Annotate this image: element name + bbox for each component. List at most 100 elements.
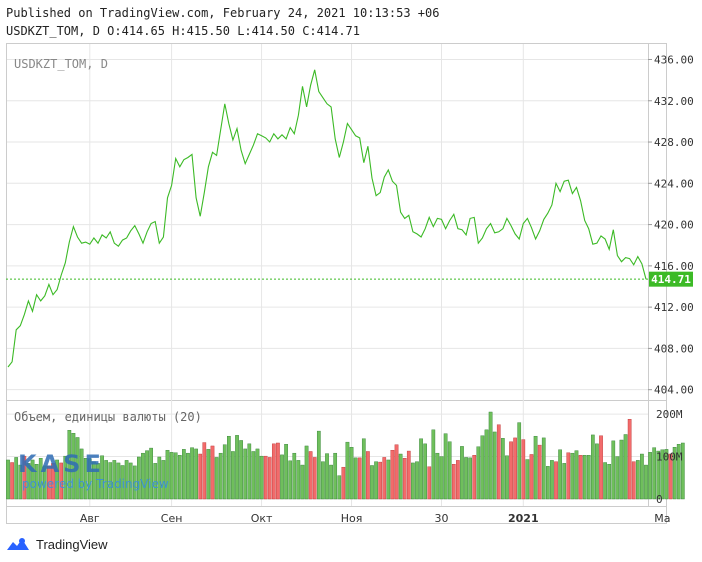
volume-bar: [398, 453, 403, 500]
volume-bar: [501, 438, 505, 500]
volume-bar: [476, 446, 481, 500]
y-tick-label: 428.00: [654, 136, 694, 149]
volume-bar: [165, 449, 170, 500]
volume-bar: [63, 455, 68, 500]
volume-bar: [55, 459, 59, 500]
volume-bar: [14, 457, 19, 500]
volume-bar: [447, 441, 452, 500]
volume-bar: [227, 435, 231, 500]
volume-bar: [18, 464, 23, 500]
volume-bar: [292, 452, 297, 500]
volume-bar: [296, 460, 301, 500]
volume-bar: [456, 460, 460, 500]
volume-bar: [120, 465, 125, 500]
volume-bar: [214, 457, 219, 500]
volume-bar: [590, 434, 595, 500]
volume-bar: [353, 457, 358, 500]
x-tick-label: Ноя: [341, 512, 363, 525]
volume-bar: [198, 453, 203, 500]
volume-bar: [194, 448, 198, 500]
volume-bar: [680, 442, 685, 500]
volume-bar: [550, 460, 554, 500]
x-tick-label: 2021: [508, 512, 539, 525]
volume-bar: [603, 462, 607, 500]
volume-bar: [325, 453, 329, 500]
volume-bar: [316, 430, 321, 500]
volume-bar: [415, 461, 419, 500]
y-tick-label: 408.00: [654, 342, 694, 355]
volume-bar: [411, 462, 415, 500]
volume-bar: [83, 458, 88, 500]
volume-bar: [541, 437, 546, 500]
x-tick-label: Ма: [654, 512, 670, 525]
volume-bar: [513, 437, 517, 500]
volume-bar: [484, 429, 489, 500]
volume-bar: [378, 461, 383, 500]
volume-bar: [562, 463, 567, 500]
volume-bar: [521, 439, 526, 500]
volume-bar: [321, 461, 325, 500]
volume-bar: [435, 452, 440, 500]
volume-bar: [366, 451, 370, 500]
volume-bar: [22, 455, 27, 500]
volume-bar: [79, 448, 84, 500]
volume-bar: [631, 461, 636, 500]
volume-bar: [574, 450, 579, 500]
y-tick-label: 404.00: [654, 384, 694, 397]
volume-bar: [96, 463, 100, 500]
volume-bar: [611, 440, 616, 500]
volume-bar: [141, 452, 145, 500]
last-price-badge: [649, 271, 693, 287]
volume-bar: [10, 462, 14, 500]
volume-bar: [304, 445, 309, 500]
volume-bar: [558, 449, 562, 500]
volume-bar: [672, 447, 677, 500]
x-tick-label: Авг: [80, 512, 100, 525]
volume-bar: [51, 463, 55, 500]
volume-bar: [137, 456, 141, 500]
volume-bar: [247, 443, 252, 500]
volume-bar: [206, 449, 211, 500]
volume-bar: [149, 447, 153, 500]
volume-bar: [525, 459, 530, 500]
volume-bar: [263, 455, 268, 500]
volume-bar: [570, 452, 575, 500]
volume-bar: [431, 429, 436, 500]
grid-lines: [7, 44, 648, 506]
volume-bar: [652, 447, 657, 500]
volume-bar: [406, 450, 411, 500]
volume-bar: [300, 464, 305, 500]
volume-bar: [517, 422, 522, 500]
volume-bar: [586, 455, 591, 500]
volume-bar: [599, 435, 603, 500]
volume-bar: [419, 438, 423, 500]
volume-bar: [255, 448, 260, 500]
volume-bar: [218, 452, 223, 500]
volume-bar: [259, 455, 264, 500]
volume-bar: [451, 464, 456, 500]
tradingview-logo-icon: [7, 538, 29, 550]
volume-bar: [124, 460, 129, 500]
volume-bar: [402, 458, 407, 500]
tradingview-footer[interactable]: TradingView: [6, 536, 108, 552]
volume-bar: [104, 460, 108, 500]
volume-bar: [71, 433, 76, 500]
powered-by-text: powered by TradingView: [22, 477, 169, 491]
volume-bar: [59, 462, 64, 500]
y-tick-label: 420.00: [654, 219, 694, 232]
volume-bar: [116, 462, 121, 500]
volume-bar: [595, 443, 599, 500]
volume-bar: [308, 451, 313, 500]
volume-bar: [280, 454, 284, 500]
volume-bar: [615, 456, 620, 500]
volume-bar: [492, 431, 497, 500]
volume-bar: [337, 475, 342, 500]
volume-bar: [6, 459, 10, 500]
vol-tick-label: 200M: [656, 408, 683, 421]
y-tick-label: 432.00: [654, 95, 694, 108]
volume-bar: [676, 444, 681, 500]
volume-bar: [496, 424, 501, 500]
volume-bar: [390, 449, 395, 500]
volume-bar: [26, 463, 31, 500]
